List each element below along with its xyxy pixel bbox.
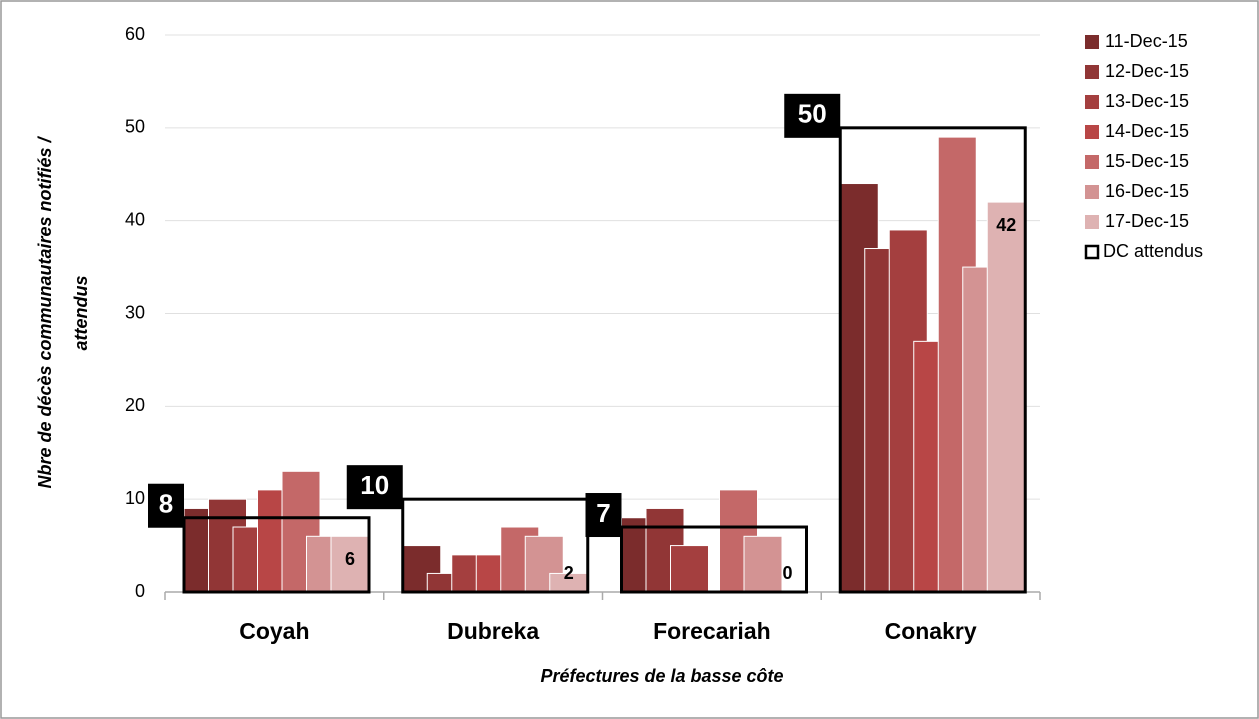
legend-swatch	[1085, 125, 1099, 139]
x-tick-label: Dubreka	[447, 618, 539, 644]
x-axis-title: Préfectures de la basse côte	[540, 666, 783, 686]
expected-box	[838, 126, 1027, 594]
expected-label-bg	[585, 493, 622, 538]
expected-box	[182, 516, 371, 594]
data-label: 2	[564, 563, 574, 583]
y-tick-label: 40	[125, 209, 145, 229]
y-tick-label: 50	[125, 117, 145, 137]
expected-label: 10	[360, 470, 389, 500]
y-tick-label: 0	[135, 581, 145, 601]
legend-swatch	[1085, 95, 1099, 109]
bar	[670, 545, 709, 593]
y-tick-label: 60	[125, 24, 145, 44]
legend-label: DC attendus	[1103, 241, 1203, 261]
x-tick-label: Conakry	[885, 618, 977, 644]
legend-swatch	[1085, 155, 1099, 169]
legend-label: 16-Dec-15	[1105, 181, 1189, 201]
legend-swatch	[1085, 185, 1099, 199]
expected-label-bg	[784, 93, 841, 138]
bar	[743, 535, 783, 593]
legend-swatch	[1084, 244, 1100, 260]
bar	[986, 201, 1026, 593]
expected-label: 8	[159, 489, 173, 519]
x-tick-label: Coyah	[239, 618, 309, 644]
expected-box	[401, 497, 590, 594]
data-label: 42	[996, 215, 1016, 235]
legend-label: 12-Dec-15	[1105, 61, 1189, 81]
expected-label-bg	[148, 483, 184, 528]
legend-label: 15-Dec-15	[1105, 151, 1189, 171]
legend-label: 11-Dec-15	[1105, 31, 1188, 51]
y-axis-title: Nbre de décès communautaires notifiés / …	[35, 135, 91, 488]
y-tick-label: 20	[125, 395, 145, 415]
legend-label: 17-Dec-15	[1105, 211, 1189, 231]
expected-box	[620, 525, 808, 594]
y-tick-label: 10	[125, 488, 145, 508]
data-label: 0	[782, 563, 792, 583]
legend-label: 14-Dec-15	[1105, 121, 1189, 141]
y-axis-title-line: Nbre de décès communautaires notifiés /	[35, 135, 55, 488]
y-axis-title-line: attendus	[71, 275, 91, 350]
legend-swatch	[1085, 215, 1099, 229]
x-tick-label: Forecariah	[653, 618, 771, 644]
expected-label-bg	[346, 465, 403, 510]
legend-swatch	[1085, 35, 1099, 49]
legend-swatch	[1085, 65, 1099, 79]
data-label: 6	[345, 549, 355, 569]
y-tick-label: 30	[125, 302, 145, 322]
expected-label: 50	[798, 99, 827, 129]
expected-label: 7	[596, 498, 610, 528]
legend-label: 13-Dec-15	[1105, 91, 1189, 111]
